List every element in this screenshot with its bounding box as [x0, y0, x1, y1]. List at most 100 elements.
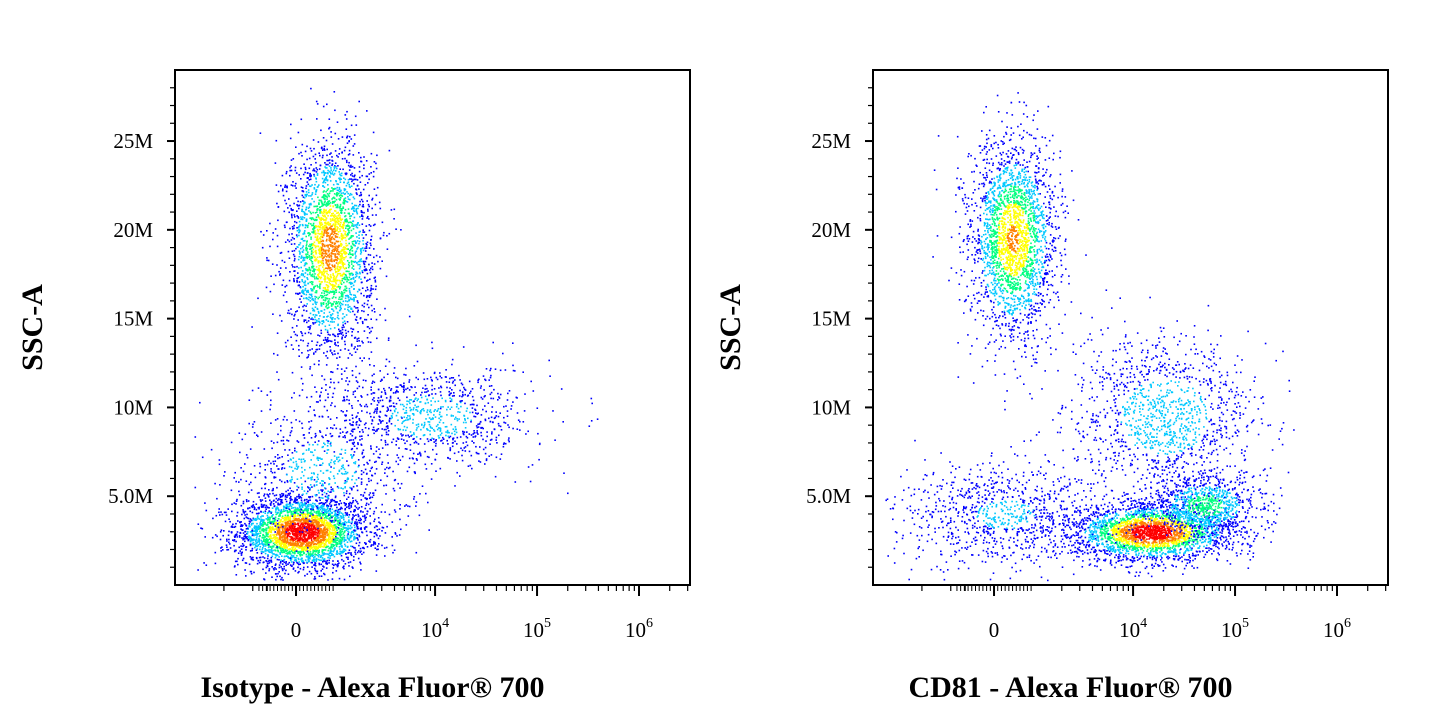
data-point — [261, 520, 263, 522]
data-point — [336, 225, 338, 228]
data-point — [300, 531, 302, 534]
data-point — [326, 524, 328, 526]
data-point — [284, 518, 287, 520]
data-point — [305, 245, 308, 247]
data-point — [275, 573, 277, 575]
data-point — [256, 522, 258, 525]
data-point — [294, 498, 297, 501]
data-point — [348, 538, 351, 540]
data-point — [316, 570, 319, 573]
data-point — [369, 531, 372, 533]
data-point — [346, 191, 348, 193]
data-point — [288, 519, 291, 522]
data-point — [268, 538, 271, 540]
data-point — [296, 543, 299, 546]
data-point — [290, 510, 293, 513]
data-point — [365, 225, 368, 227]
data-point — [327, 307, 329, 309]
data-point — [330, 317, 333, 319]
data-point — [304, 574, 306, 577]
data-point — [293, 514, 296, 516]
data-point — [342, 266, 345, 269]
data-point — [240, 552, 242, 554]
data-point — [287, 312, 289, 314]
data-point — [256, 562, 259, 565]
data-point — [297, 566, 299, 569]
data-point — [269, 545, 272, 548]
data-point — [328, 165, 331, 167]
data-point — [244, 562, 247, 564]
data-point — [284, 555, 286, 558]
data-point — [349, 215, 351, 217]
data-point — [355, 533, 358, 535]
data-point — [226, 538, 228, 541]
data-point — [281, 542, 283, 544]
data-point — [331, 308, 334, 311]
data-point — [339, 287, 341, 290]
data-point — [220, 529, 223, 531]
data-point — [330, 169, 332, 171]
data-point — [334, 235, 337, 237]
data-point — [265, 533, 268, 536]
data-point — [302, 503, 304, 505]
data-point — [267, 546, 270, 549]
data-point — [265, 566, 268, 569]
data-point — [349, 525, 352, 527]
data-point — [313, 200, 315, 203]
data-point — [290, 239, 293, 241]
data-point — [331, 241, 334, 244]
data-point — [293, 482, 296, 484]
data-point — [266, 564, 269, 567]
data-point — [331, 539, 333, 542]
data-point — [344, 278, 347, 281]
data-point — [322, 509, 324, 511]
data-point — [324, 538, 326, 541]
data-point — [351, 535, 353, 537]
data-point — [369, 523, 372, 525]
data-point — [284, 514, 287, 517]
data-point — [330, 303, 333, 305]
data-point — [343, 320, 346, 322]
data-point — [305, 520, 307, 523]
data-point — [298, 276, 301, 278]
data-point — [305, 544, 307, 546]
data-point — [274, 556, 277, 559]
data-point — [310, 503, 312, 506]
data-point — [350, 554, 353, 557]
data-point — [301, 560, 303, 563]
data-point — [345, 247, 348, 250]
data-point — [320, 240, 323, 243]
data-point — [359, 317, 362, 320]
data-point — [315, 303, 317, 306]
data-point — [320, 536, 323, 539]
data-point — [325, 522, 328, 525]
data-point — [227, 534, 230, 537]
data-point — [339, 240, 341, 243]
data-point — [296, 227, 298, 229]
data-point — [282, 508, 285, 511]
data-point — [341, 338, 343, 340]
data-point — [332, 541, 335, 543]
data-point — [323, 566, 325, 568]
data-point — [273, 505, 276, 507]
data-point — [274, 549, 277, 552]
data-point — [323, 252, 325, 255]
data-point — [301, 540, 304, 542]
data-point — [326, 509, 328, 511]
data-point — [309, 499, 311, 501]
data-point — [263, 529, 265, 531]
data-point — [328, 263, 331, 265]
data-point — [319, 529, 322, 531]
data-point — [344, 543, 346, 546]
data-point — [313, 352, 315, 354]
data-point — [249, 538, 252, 540]
data-point — [268, 519, 271, 521]
data-point — [323, 186, 326, 188]
data-point — [294, 258, 296, 260]
data-point — [304, 519, 307, 521]
data-point — [374, 541, 376, 544]
data-point — [326, 293, 329, 296]
data-point — [261, 246, 264, 249]
data-point — [286, 523, 288, 525]
data-point — [347, 530, 349, 533]
